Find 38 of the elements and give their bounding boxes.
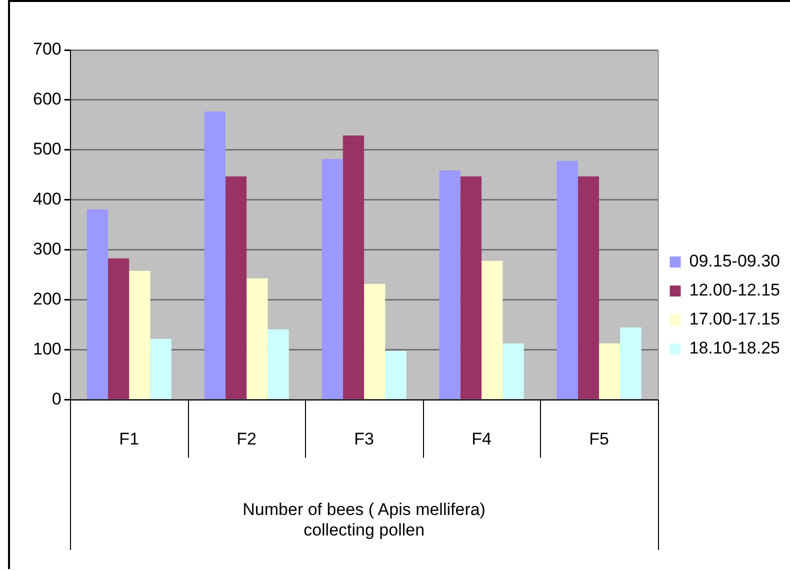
x-tick-label: F2 <box>236 430 257 449</box>
bar <box>86 209 108 400</box>
legend-label: 09.15-09.30 <box>689 252 780 271</box>
bar <box>620 327 642 400</box>
y-tick-label: 400 <box>32 190 62 209</box>
y-tick-label: 700 <box>32 40 62 59</box>
bar <box>204 111 226 400</box>
y-tick-label: 200 <box>32 290 62 309</box>
x-tick-label: F3 <box>354 430 374 449</box>
y-tick-label: 100 <box>32 340 62 359</box>
bar <box>482 260 503 400</box>
bar <box>385 350 406 400</box>
bar <box>246 278 268 400</box>
bar <box>578 176 600 400</box>
y-tick-label: 300 <box>32 240 62 259</box>
y-tick-label: 600 <box>32 90 62 109</box>
legend-label: 12.00-12.15 <box>689 280 780 300</box>
x-tick-label: F5 <box>589 430 609 449</box>
bar <box>150 338 172 400</box>
bar <box>460 176 482 400</box>
legend-label: 17.00-17.15 <box>689 310 780 329</box>
y-tick-label: 0 <box>52 389 62 408</box>
bar <box>342 135 364 400</box>
bar <box>108 258 130 400</box>
bar <box>268 329 289 400</box>
x-axis-title: Number of bees ( Apis mellifera) collecting pollen <box>242 500 486 540</box>
y-tick-label: 500 <box>32 140 62 159</box>
bar <box>439 170 460 400</box>
x-tick-label: F1 <box>119 430 140 449</box>
x-tick-label: F4 <box>472 430 492 449</box>
bar <box>556 160 578 400</box>
bar <box>364 284 386 400</box>
bar <box>129 270 150 400</box>
bar <box>599 343 620 400</box>
bar <box>225 176 247 400</box>
legend-label: 18.10-18.25 <box>689 338 780 358</box>
bar <box>322 158 343 400</box>
bar <box>502 343 524 400</box>
